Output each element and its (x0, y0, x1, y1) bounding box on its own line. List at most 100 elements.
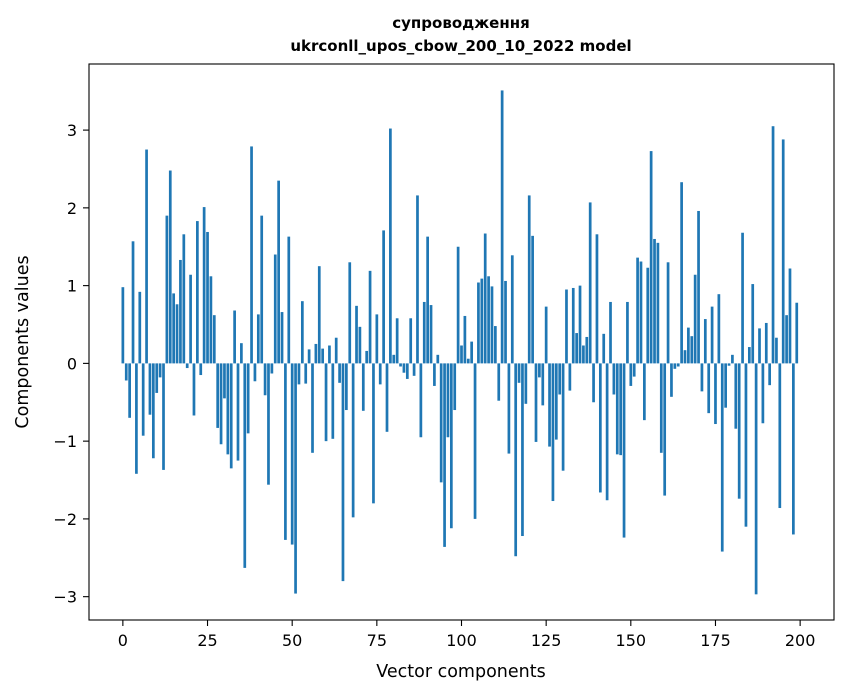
bar-component-126 (548, 363, 551, 447)
bar-component-171 (700, 363, 704, 392)
bar-component-148 (622, 363, 626, 538)
bar-component-75 (375, 314, 379, 364)
bar-component-120 (527, 195, 531, 364)
bar-component-183 (741, 232, 744, 364)
bar-component-96 (446, 363, 450, 438)
bar-component-156 (649, 151, 653, 364)
bar-component-174 (710, 306, 714, 364)
bar-component-119 (524, 363, 528, 404)
bar-component-54 (304, 363, 308, 384)
bar-component-25 (206, 231, 209, 364)
bar-component-192 (771, 126, 775, 364)
x-tick-label: 0 (118, 631, 128, 650)
bar-component-80 (392, 354, 396, 364)
bar-component-102 (466, 358, 470, 364)
bar-component-142 (602, 333, 606, 364)
bar-component-57 (314, 343, 318, 364)
bar-component-111 (497, 363, 501, 401)
x-axis-label: Vector components (376, 662, 545, 682)
bar-component-36 (243, 363, 247, 568)
bar-component-176 (717, 294, 721, 364)
bar-component-194 (778, 363, 782, 509)
bar-component-161 (666, 262, 670, 364)
x-axis-ticks: 0 25 50 75 100 125 150 175 200 (118, 620, 815, 650)
y-tick-label: 0 (67, 354, 77, 373)
bar-component-43 (267, 363, 270, 485)
bar-component-167 (687, 327, 690, 364)
bar-component-28 (216, 363, 220, 428)
bar-component-87 (416, 195, 419, 364)
bar-component-108 (487, 276, 490, 364)
bar-component-66 (345, 363, 348, 411)
bar-component-61 (328, 345, 331, 364)
bar-component-162 (670, 363, 673, 397)
bar-component-147 (619, 363, 623, 456)
bar-component-99 (456, 246, 460, 364)
x-tick-label: 25 (197, 631, 217, 650)
bar-component-193 (775, 337, 778, 364)
bar-component-117 (517, 363, 521, 383)
bar-component-18 (182, 234, 186, 364)
bar-component-62 (331, 363, 335, 439)
bar-component-105 (477, 282, 480, 364)
bar-component-77 (382, 230, 385, 364)
bar-component-60 (324, 363, 328, 442)
bar-component-4 (135, 363, 138, 474)
bar-component-49 (287, 236, 291, 364)
bar-component-29 (219, 363, 223, 445)
bar-component-101 (463, 315, 467, 364)
bar-component-42 (263, 363, 267, 396)
bar-component-118 (521, 363, 524, 537)
bar-component-86 (412, 363, 416, 376)
bar-component-143 (605, 363, 609, 501)
bar-component-90 (426, 236, 429, 364)
bar-component-39 (253, 363, 257, 382)
x-tick-label: 100 (446, 631, 477, 650)
bar-component-141 (598, 363, 602, 493)
bar-component-34 (236, 363, 240, 461)
x-tick-label: 175 (700, 631, 731, 650)
bar-component-133 (571, 287, 575, 364)
bar-component-63 (334, 337, 338, 364)
bar-component-127 (551, 363, 555, 502)
bar-component-137 (585, 336, 589, 364)
bar-component-47 (280, 312, 284, 364)
bar-component-40 (256, 314, 260, 364)
bar-component-26 (209, 276, 213, 364)
bar-component-72 (365, 350, 369, 364)
bar-component-131 (565, 289, 568, 364)
bar-component-65 (341, 363, 345, 582)
bar-component-9 (151, 363, 155, 459)
bar-component-38 (250, 146, 253, 364)
bar-component-135 (578, 285, 582, 364)
bar-component-6 (141, 363, 145, 436)
bar-component-10 (155, 363, 159, 393)
bar-component-59 (321, 348, 325, 364)
bar-component-20 (189, 274, 192, 364)
bar-component-51 (294, 363, 297, 594)
bar-component-184 (744, 363, 748, 527)
bar-component-50 (290, 363, 294, 545)
bar-component-180 (731, 354, 734, 364)
bar-component-53 (300, 301, 304, 364)
bar-component-1 (124, 363, 128, 381)
bar-component-134 (575, 333, 578, 364)
bar-component-31 (226, 363, 230, 455)
bar-component-138 (588, 202, 592, 364)
bar-component-160 (663, 363, 667, 496)
bar-component-73 (368, 270, 372, 364)
bar-component-67 (348, 262, 352, 364)
bar-component-190 (764, 322, 768, 364)
x-tick-label: 150 (616, 631, 647, 650)
bar-component-132 (568, 363, 572, 391)
chart-title-line2: ukrconll_upos_cbow_200_10_2022 model (290, 37, 631, 55)
x-tick-label: 125 (531, 631, 562, 650)
bar-component-157 (653, 238, 656, 364)
bar-component-172 (703, 319, 707, 364)
bar-component-197 (788, 268, 792, 364)
bar-component-115 (510, 255, 514, 364)
bar-component-35 (240, 343, 243, 364)
bar-component-163 (673, 363, 677, 369)
bar-component-104 (473, 363, 477, 519)
bar-component-153 (639, 261, 643, 364)
